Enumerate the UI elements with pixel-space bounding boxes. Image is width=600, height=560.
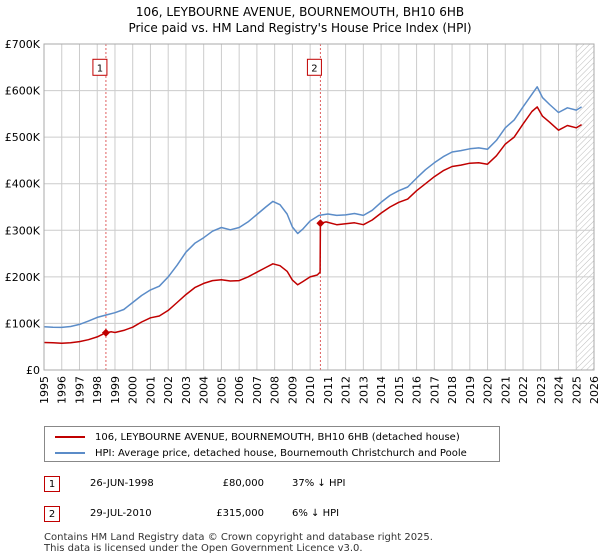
y-tick-label: £500K	[5, 131, 41, 144]
footer-line-copyright: Contains HM Land Registry data © Crown c…	[44, 532, 433, 543]
chart-title-block: 106, LEYBOURNE AVENUE, BOURNEMOUTH, BH10…	[0, 4, 600, 36]
y-tick-label: £600K	[5, 85, 41, 98]
x-tick-label: 2011	[322, 376, 335, 404]
y-tick-label: £200K	[5, 271, 41, 284]
x-tick-label: 1996	[56, 376, 69, 404]
x-tick-label: 2026	[588, 376, 600, 404]
x-tick-label: 2000	[127, 376, 140, 404]
plot-border	[43, 43, 595, 371]
hpi-line	[43, 86, 582, 329]
x-tick-label: 2010	[304, 376, 317, 404]
x-tick-label: 1999	[109, 376, 122, 404]
x-tick-label: 2025	[570, 376, 583, 404]
sale-date: 29-JUL-2010	[90, 508, 152, 519]
sale-number-badge: 2	[44, 506, 60, 522]
x-tick-label: 2005	[215, 376, 228, 404]
legend-item-property: 106, LEYBOURNE AVENUE, BOURNEMOUTH, BH10…	[55, 430, 460, 444]
chart-title: 106, LEYBOURNE AVENUE, BOURNEMOUTH, BH10…	[135, 5, 465, 19]
price-chart: 1 2 £0 £100K £200K £300K £400K £500K £600K £700K…	[5, 38, 600, 404]
x-tick-label: 2003	[180, 376, 193, 404]
x-tick-label: 2024	[553, 376, 566, 404]
x-tick-label: 2006	[233, 376, 246, 404]
sale-point-diamond	[101, 328, 110, 337]
legend-swatch-hpi	[55, 452, 85, 454]
x-tick-label: 2012	[340, 376, 353, 404]
legend: 106, LEYBOURNE AVENUE, BOURNEMOUTH, BH10…	[44, 426, 500, 462]
legend-label-hpi: HPI: Average price, detached house, Bour…	[95, 447, 467, 459]
sale-date: 26-JUN-1998	[90, 478, 154, 489]
x-tick-label: 2018	[446, 376, 459, 404]
x-tick-label: 1997	[73, 376, 86, 404]
legend-swatch-property	[55, 436, 85, 438]
chart-subtitle: Price paid vs. HM Land Registry's House …	[128, 21, 472, 35]
x-tick-label: 1998	[91, 376, 104, 404]
x-tick-label: 2004	[198, 376, 211, 404]
x-tick-label: 2016	[411, 376, 424, 404]
sale-marker-box	[306, 58, 322, 76]
y-tick-label: £700K	[5, 38, 41, 51]
x-tick-label: 2013	[357, 376, 370, 404]
sale-number-badge: 1	[44, 476, 60, 492]
x-tick-label: 2009	[286, 376, 299, 404]
property-price-line	[43, 106, 582, 344]
y-tick-label: £0	[26, 364, 40, 377]
future-hatch-area	[576, 44, 594, 370]
x-tick-label: 2021	[499, 376, 512, 404]
sale-point-diamond	[316, 219, 325, 228]
sale-price: £315,000	[216, 508, 264, 519]
sale-hpi-diff: 37% ↓ HPI	[292, 478, 346, 489]
y-tick-label: £100K	[5, 317, 41, 330]
x-tick-label: 2015	[393, 376, 406, 404]
sale-marker-label: 1	[97, 63, 103, 74]
x-tick-label: 2007	[251, 376, 264, 404]
sale-row: 2 29-JUL-2010 £315,000 6% ↓ HPI	[44, 506, 584, 524]
x-tick-label: 1995	[38, 376, 51, 404]
x-tick-label: 2019	[464, 376, 477, 404]
x-tick-label: 2008	[269, 376, 282, 404]
sale-marker-label: 2	[311, 63, 317, 74]
sale-hpi-diff: 6% ↓ HPI	[292, 508, 340, 519]
sale-row: 1 26-JUN-1998 £80,000 37% ↓ HPI	[44, 476, 584, 494]
x-tick-label: 2020	[482, 376, 495, 404]
footer-line-license: This data is licensed under the Open Gov…	[44, 543, 363, 554]
sale-price: £80,000	[222, 478, 264, 489]
y-tick-label: £300K	[5, 224, 41, 237]
x-tick-label: 2022	[517, 376, 530, 404]
x-tick-label: 2002	[162, 376, 175, 404]
x-tick-label: 2014	[375, 376, 388, 404]
sale-marker-box	[92, 58, 108, 76]
x-tick-label: 2017	[428, 376, 441, 404]
legend-label-property: 106, LEYBOURNE AVENUE, BOURNEMOUTH, BH10…	[95, 431, 460, 443]
footer-attribution: Contains HM Land Registry data © Crown c…	[44, 532, 433, 554]
x-tick-label: 2001	[144, 376, 157, 404]
legend-item-hpi: HPI: Average price, detached house, Bour…	[55, 446, 467, 460]
x-tick-label: 2023	[535, 376, 548, 404]
y-tick-label: £400K	[5, 178, 41, 191]
